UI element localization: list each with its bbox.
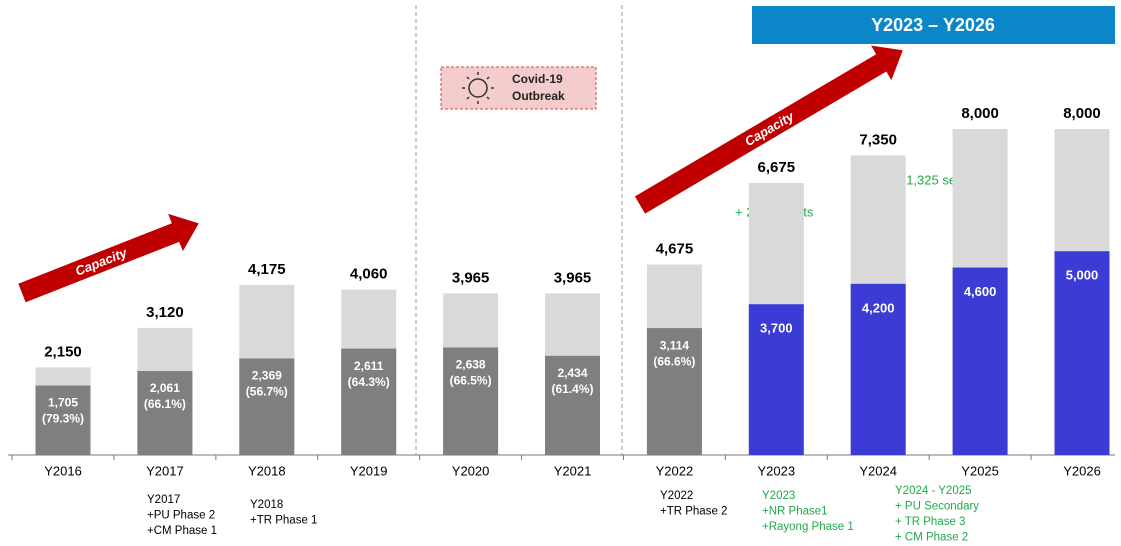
used-label: 2,434 [557, 366, 587, 380]
used-bar [137, 371, 193, 455]
phase-note: +PU Phase 2 [147, 510, 215, 522]
phase-note: + TR Phase 3 [895, 516, 965, 528]
covid-box [440, 66, 597, 110]
x-tick-label: Y2018 [248, 463, 286, 478]
phase-note: Y2023 [762, 490, 795, 502]
capacity-label: 2,150 [44, 343, 82, 360]
capacity-label: 8,000 [1063, 105, 1101, 122]
phase-note: Y2017 [147, 494, 180, 506]
x-tick-label: Y2022 [656, 463, 694, 478]
share-label: (66.5%) [450, 374, 492, 388]
phase-note: +NR Phase1 [762, 506, 828, 518]
used-label: 1,705 [48, 396, 78, 410]
used-bar [850, 283, 906, 455]
used-label: 3,114 [660, 338, 690, 352]
used-label: 2,638 [456, 358, 486, 372]
capacity-label: 3,965 [452, 269, 490, 286]
capacity-label: 4,060 [350, 266, 388, 283]
covid-text: Outbreak [512, 89, 565, 103]
used-bar [341, 348, 397, 455]
used-label: 2,611 [354, 359, 384, 373]
phase-note: Y2024 - Y2025 [895, 485, 972, 497]
x-tick-label: Y2023 [758, 463, 796, 478]
share-label: (66.1%) [144, 397, 186, 411]
capacity-label: 7,350 [859, 131, 897, 148]
phase-note: + PU Secondary [895, 501, 979, 513]
share-label: (56.7%) [246, 385, 288, 399]
used-bar [748, 304, 804, 455]
phase-note: +CM Phase 1 [147, 525, 217, 537]
used-label: 4,200 [862, 300, 895, 315]
used-bar [35, 385, 91, 455]
covid-text: Covid-19 [512, 72, 563, 86]
used-bar [1054, 251, 1110, 455]
used-bar [952, 267, 1008, 455]
used-label: 3,700 [760, 321, 793, 336]
used-bar [239, 358, 295, 455]
banner [752, 6, 1115, 44]
phase-note: +TR Phase 2 [660, 506, 727, 518]
used-bar [443, 347, 499, 455]
x-tick-label: Y2025 [961, 463, 999, 478]
phase-note: +TR Phase 1 [250, 515, 317, 527]
x-tick-label: Y2016 [44, 463, 82, 478]
arrow-label: Capacity [73, 245, 130, 279]
used-label: 2,061 [150, 381, 180, 395]
capacity-label: 4,675 [656, 240, 694, 257]
x-tick-label: Y2017 [146, 463, 184, 478]
x-tick-label: Y2024 [859, 463, 897, 478]
x-tick-label: Y2020 [452, 463, 490, 478]
capacity-label: 4,175 [248, 261, 286, 278]
x-tick-label: Y2026 [1063, 463, 1101, 478]
phase-note: Y2022 [660, 490, 693, 502]
share-label: (66.6%) [653, 354, 695, 368]
share-label: (79.3%) [42, 412, 84, 426]
capacity-label: 3,965 [554, 269, 592, 286]
capacity-arrow: Capacity [18, 213, 199, 303]
capacity-label: 6,675 [758, 159, 796, 176]
capacity-label: 8,000 [961, 105, 999, 122]
phase-note: + CM Phase 2 [895, 532, 968, 544]
phase-note: Y2018 [250, 499, 283, 511]
x-tick-label: Y2021 [554, 463, 592, 478]
used-label: 5,000 [1066, 268, 1099, 283]
share-label: (61.4%) [551, 382, 593, 396]
used-bar [545, 355, 600, 455]
used-label: 4,600 [964, 284, 997, 299]
capacity-label: 3,120 [146, 304, 184, 321]
share-label: (64.3%) [348, 375, 390, 389]
used-bar [646, 328, 702, 455]
virus-icon [462, 72, 494, 104]
x-tick-label: Y2019 [350, 463, 388, 478]
banner-text: Y2023 – Y2026 [871, 15, 995, 35]
phase-note: +Rayong Phase 1 [762, 521, 854, 533]
used-label: 2,369 [252, 369, 282, 383]
